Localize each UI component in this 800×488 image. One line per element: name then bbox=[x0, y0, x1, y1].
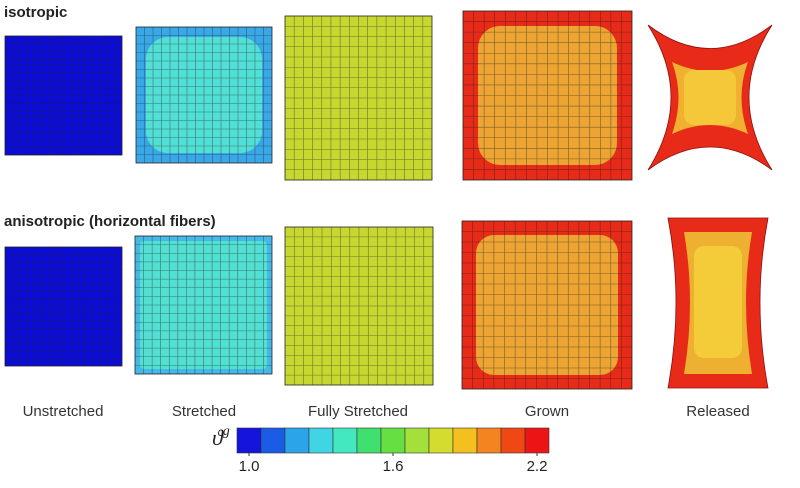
mesh-grid bbox=[285, 227, 433, 385]
colorbar-segment bbox=[308, 427, 334, 454]
column-labels: Unstretched Stretched Fully Stretched Grown… bbox=[23, 403, 750, 420]
colorbar-segment bbox=[284, 427, 310, 454]
mesh-outline bbox=[134, 235, 273, 375]
mesh-outline bbox=[461, 220, 633, 390]
mesh-outline bbox=[4, 246, 123, 367]
released-core bbox=[684, 70, 736, 125]
colorbar-segment bbox=[524, 427, 550, 454]
colorbar-segment bbox=[476, 427, 502, 454]
mesh-outline bbox=[135, 26, 273, 164]
colorbar-tick-label: 1.6 bbox=[383, 458, 404, 475]
mesh-grid bbox=[5, 36, 122, 155]
colorbar-segment bbox=[428, 427, 454, 454]
colorbar-segment bbox=[260, 427, 286, 454]
mesh-grid bbox=[462, 221, 632, 389]
column-label: Stretched bbox=[172, 403, 236, 420]
row-title: isotropic bbox=[4, 4, 67, 21]
colorbar: ϑg 1.0 1.6 2.2 bbox=[212, 424, 550, 475]
released-core bbox=[694, 246, 742, 358]
colorbar-segment bbox=[332, 427, 358, 454]
mesh-grid bbox=[135, 236, 272, 374]
colorbar-tick-label: 1.0 bbox=[239, 458, 260, 475]
mesh-grid bbox=[136, 27, 272, 163]
mesh-outline bbox=[4, 35, 123, 156]
colorbar-segment bbox=[500, 427, 526, 454]
mesh-outline bbox=[284, 15, 433, 181]
colorbar-segment bbox=[452, 427, 478, 454]
colorbar-segment bbox=[356, 427, 382, 454]
colorbar-segment bbox=[236, 427, 262, 454]
column-label: Released bbox=[686, 403, 749, 420]
mesh-grid bbox=[463, 11, 632, 180]
row-title: anisotropic (horizontal fibers) bbox=[4, 213, 216, 230]
column-label: Grown bbox=[525, 403, 569, 420]
colorbar-segment bbox=[380, 427, 406, 454]
mesh-grid bbox=[285, 16, 432, 180]
mesh-outline bbox=[284, 226, 434, 386]
mesh-outline bbox=[462, 10, 633, 181]
column-label: Unstretched bbox=[23, 403, 104, 420]
colorbar-symbol: ϑg bbox=[212, 424, 230, 450]
mesh-grid bbox=[5, 247, 122, 366]
column-label: Fully Stretched bbox=[308, 403, 408, 420]
colorbar-segment bbox=[404, 427, 430, 454]
meshes bbox=[4, 10, 773, 390]
colorbar-tick-label: 2.2 bbox=[527, 458, 548, 475]
